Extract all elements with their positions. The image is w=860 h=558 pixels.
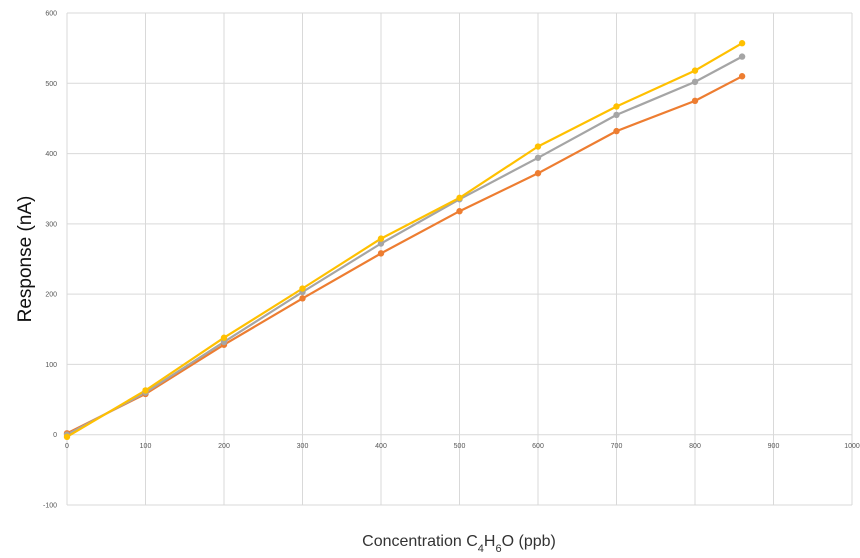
y-tick-label: 200 [45,292,57,299]
x-axis-label-text: O (ppb) [502,533,556,550]
y-tick-label: -100 [43,503,57,510]
series-3-point [613,103,620,110]
series-1-point [377,250,385,257]
y-axis-tick-labels: -100 0 100 200 300 400 500 600 [43,11,57,510]
series-2-point [534,154,542,161]
x-tick-label: 600 [532,443,544,450]
y-tick-label: 100 [45,362,57,369]
y-tick-label: 600 [45,11,57,18]
series-3-point [534,143,542,150]
y-tick-label: 300 [45,221,57,228]
series-3-point [63,433,71,441]
x-tick-label: 200 [218,443,230,450]
x-axis-label-text: H [484,533,496,550]
series-2-point [738,53,746,60]
x-axis-tick-labels: 0 100 200 300 400 500 600 700 800 900 1000 [65,443,860,450]
series-2-point [691,78,699,86]
y-tick-label: 500 [45,81,57,88]
x-tick-label: 300 [297,443,309,450]
series-3-point [738,40,746,47]
series-3-point [142,387,149,394]
series-3-point [299,285,306,292]
series-line-2 [66,55,743,436]
series-1-point [691,97,699,105]
y-tick-label: 400 [45,151,57,158]
x-tick-label: 500 [454,443,466,450]
series-1-point [456,208,463,215]
x-tick-label: 900 [768,443,780,450]
x-axis-label-subscript: 4 [478,543,484,555]
series-1-point [534,170,542,177]
series-2-point [613,111,620,119]
y-axis-label: Response (nA) [15,196,36,323]
grid [66,12,853,506]
series-2-point [377,240,385,247]
x-tick-label: 800 [689,443,701,450]
series-line-3 [66,42,743,438]
series-3-point [456,194,463,202]
series-3-point [691,67,699,74]
x-tick-label: 100 [140,443,152,450]
x-tick-label: 0 [65,443,69,450]
x-tick-label: 1000 [844,443,860,450]
x-axis-label-subscript: 6 [495,543,501,555]
series-1-point [613,127,620,135]
x-axis-label-text: Concentration C [362,533,478,550]
x-axis-label: Concentration C4H6O (ppb) [362,533,556,555]
series-1-point [738,73,746,80]
y-tick-label: 0 [53,432,57,439]
series-3-point [220,334,228,341]
x-tick-label: 400 [375,443,387,450]
series-line-1 [66,75,743,435]
series-3-point [377,235,385,242]
x-tick-label: 700 [611,443,623,450]
data-series [63,40,746,441]
series-1-point [299,295,306,302]
